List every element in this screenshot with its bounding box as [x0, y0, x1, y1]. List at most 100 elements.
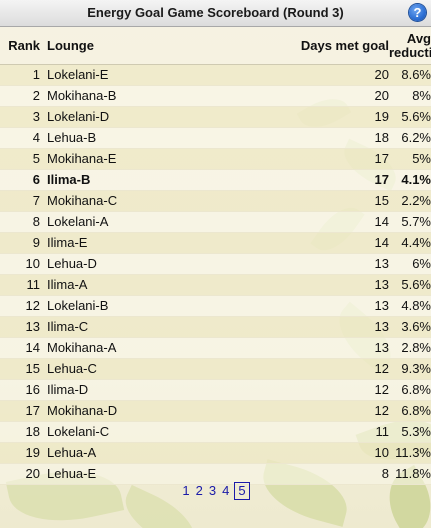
rank-cell: 14 [0, 338, 45, 359]
avg-reduction-cell: 8.6% [389, 65, 431, 86]
table-row: 15 Lehua-C 12 9.3% [0, 359, 431, 380]
avg-reduction-cell: 3.6% [389, 317, 431, 338]
rank-cell: 18 [0, 422, 45, 443]
avg-reduction-cell: 2.8% [389, 338, 431, 359]
lounge-cell: Ilima-B [45, 170, 247, 191]
rank-cell: 12 [0, 296, 45, 317]
table-row: 13 Ilima-C 13 3.6% [0, 317, 431, 338]
rank-cell: 2 [0, 86, 45, 107]
table-body: 1 Lokelani-E 20 8.6% 2 Mokihana-B 20 8% 3 Lokelan… [0, 65, 431, 485]
rank-cell: 1 [0, 65, 45, 86]
rank-cell: 3 [0, 107, 45, 128]
rank-cell: 13 [0, 317, 45, 338]
title-bar: Energy Goal Game Scoreboard (Round 3) ? [0, 0, 431, 27]
page-link-4[interactable]: 4 [221, 483, 230, 499]
help-icon[interactable]: ? [409, 4, 426, 21]
days-met-goal-cell: 14 [247, 212, 389, 233]
lounge-cell: Lokelani-C [45, 422, 247, 443]
avg-reduction-cell: 5.3% [389, 422, 431, 443]
table-row: 9 Ilima-E 14 4.4% [0, 233, 431, 254]
table-row: 19 Lehua-A 10 11.3% [0, 443, 431, 464]
table-row: 12 Lokelani-B 13 4.8% [0, 296, 431, 317]
avg-reduction-cell: 5.6% [389, 107, 431, 128]
table-row: 18 Lokelani-C 11 5.3% [0, 422, 431, 443]
table-row: 10 Lehua-D 13 6% [0, 254, 431, 275]
page-link-1[interactable]: 1 [181, 483, 190, 499]
lounge-cell: Mokihana-B [45, 86, 247, 107]
rank-cell: 17 [0, 401, 45, 422]
rank-cell: 10 [0, 254, 45, 275]
avg-reduction-cell: 2.2% [389, 191, 431, 212]
avg-reduction-cell: 5.6% [389, 275, 431, 296]
column-header-avg-reduction: Avgreduction [389, 27, 431, 65]
lounge-cell: Ilima-D [45, 380, 247, 401]
lounge-cell: Lokelani-B [45, 296, 247, 317]
avg-reduction-cell: 8% [389, 86, 431, 107]
table-row: 6 Ilima-B 17 4.1% [0, 170, 431, 191]
rank-cell: 11 [0, 275, 45, 296]
table-header-row: Rank Lounge Days met goal Avgreduction [0, 27, 431, 65]
lounge-cell: Mokihana-A [45, 338, 247, 359]
days-met-goal-cell: 18 [247, 128, 389, 149]
table-row: 4 Lehua-B 18 6.2% [0, 128, 431, 149]
days-met-goal-cell: 14 [247, 233, 389, 254]
page-link-5[interactable]: 5 [234, 482, 249, 500]
rank-cell: 9 [0, 233, 45, 254]
avg-reduction-cell: 6.8% [389, 380, 431, 401]
lounge-cell: Lehua-B [45, 128, 247, 149]
days-met-goal-cell: 12 [247, 401, 389, 422]
days-met-goal-cell: 19 [247, 107, 389, 128]
avg-reduction-cell: 4.1% [389, 170, 431, 191]
avg-reduction-cell: 6% [389, 254, 431, 275]
days-met-goal-cell: 20 [247, 86, 389, 107]
avg-reduction-cell: 6.2% [389, 128, 431, 149]
avg-reduction-cell: 5.7% [389, 212, 431, 233]
rank-cell: 15 [0, 359, 45, 380]
column-header-lounge: Lounge [45, 27, 247, 65]
table-row: 7 Mokihana-C 15 2.2% [0, 191, 431, 212]
rank-cell: 6 [0, 170, 45, 191]
avg-header-line2: reduction [389, 45, 431, 60]
avg-reduction-cell: 4.8% [389, 296, 431, 317]
lounge-cell: Mokihana-D [45, 401, 247, 422]
page-title: Energy Goal Game Scoreboard (Round 3) [0, 5, 431, 20]
lounge-cell: Mokihana-C [45, 191, 247, 212]
rank-cell: 19 [0, 443, 45, 464]
lounge-cell: Lokelani-E [45, 65, 247, 86]
lounge-cell: Lokelani-A [45, 212, 247, 233]
lounge-cell: Ilima-A [45, 275, 247, 296]
rank-cell: 5 [0, 149, 45, 170]
days-met-goal-cell: 20 [247, 65, 389, 86]
table-row: 3 Lokelani-D 19 5.6% [0, 107, 431, 128]
table-row: 17 Mokihana-D 12 6.8% [0, 401, 431, 422]
table-row: 1 Lokelani-E 20 8.6% [0, 65, 431, 86]
table-row: 16 Ilima-D 12 6.8% [0, 380, 431, 401]
page-link-2[interactable]: 2 [195, 483, 204, 499]
column-header-days-met-goal: Days met goal [247, 27, 389, 65]
days-met-goal-cell: 13 [247, 275, 389, 296]
avg-reduction-cell: 4.4% [389, 233, 431, 254]
days-met-goal-cell: 13 [247, 317, 389, 338]
table-row: 8 Lokelani-A 14 5.7% [0, 212, 431, 233]
lounge-cell: Ilima-C [45, 317, 247, 338]
days-met-goal-cell: 15 [247, 191, 389, 212]
days-met-goal-cell: 17 [247, 149, 389, 170]
days-met-goal-cell: 13 [247, 296, 389, 317]
days-met-goal-cell: 17 [247, 170, 389, 191]
days-met-goal-cell: 12 [247, 359, 389, 380]
days-met-goal-cell: 13 [247, 338, 389, 359]
column-header-rank: Rank [0, 27, 45, 65]
page-link-3[interactable]: 3 [208, 483, 217, 499]
days-met-goal-cell: 10 [247, 443, 389, 464]
days-met-goal-cell: 13 [247, 254, 389, 275]
lounge-cell: Lokelani-D [45, 107, 247, 128]
table-row: 2 Mokihana-B 20 8% [0, 86, 431, 107]
avg-reduction-cell: 9.3% [389, 359, 431, 380]
lounge-cell: Ilima-E [45, 233, 247, 254]
days-met-goal-cell: 11 [247, 422, 389, 443]
rank-cell: 7 [0, 191, 45, 212]
rank-cell: 4 [0, 128, 45, 149]
avg-reduction-cell: 6.8% [389, 401, 431, 422]
